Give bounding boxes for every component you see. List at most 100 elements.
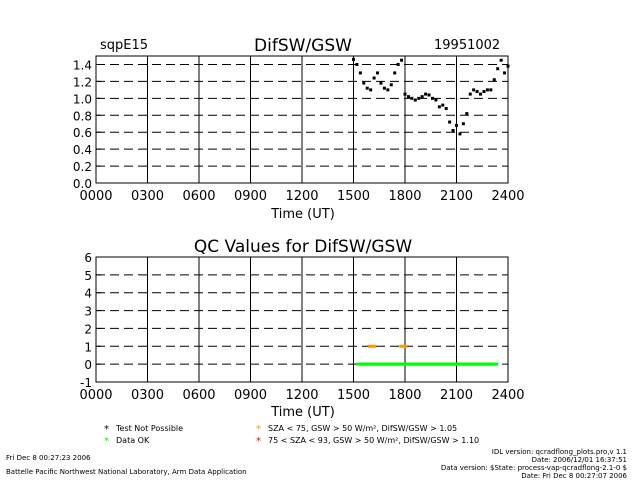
top-point (434, 98, 438, 102)
top-x-tick-label: 1800 (388, 189, 421, 204)
top-point (382, 86, 386, 90)
top-point (386, 88, 390, 92)
qc-x-tick-label: 0000 (79, 388, 112, 403)
top-point (448, 120, 452, 124)
qc-y-tick-label: 1 (84, 340, 92, 354)
legend-marker-sza-93: * (256, 436, 261, 447)
legend-marker-data-ok: * (104, 436, 109, 447)
top-point (424, 92, 428, 96)
qc-x-tick-label: 2100 (440, 388, 473, 403)
qc-x-axis-label: Time (UT) (270, 405, 335, 420)
top-y-tick-label: 0.6 (73, 126, 92, 140)
qc-point (399, 344, 408, 348)
top-point (400, 58, 404, 62)
top-y-tick-label: 0.8 (73, 109, 92, 123)
qc-x-tick-label: 0600 (182, 388, 215, 403)
top-point (458, 132, 462, 136)
top-point (420, 95, 424, 99)
top-point (352, 57, 355, 61)
qc-x-tick-label: 1500 (337, 388, 370, 403)
data-date: Date: Fri Dec 8 00:27:07 2006 (521, 472, 627, 480)
top-point (489, 88, 493, 92)
legend: * Test Not Possible * Data OK * SZA < 75… (104, 424, 479, 447)
top-x-tick-label: 2400 (491, 189, 524, 204)
top-x-tick-label: 0900 (234, 189, 267, 204)
top-point (482, 90, 486, 94)
top-point (372, 76, 376, 80)
top-y-tick-label: 0.4 (73, 143, 92, 157)
qc-x-tick-label: 2400 (491, 388, 524, 403)
top-point (475, 90, 479, 94)
top-plot-frame (95, 55, 509, 184)
top-point (444, 106, 448, 110)
run-date: Fri Dec 8 00:27:23 2006 (6, 454, 91, 462)
top-y-tick-label: 1.4 (73, 58, 92, 72)
top-point (506, 64, 510, 68)
top-point (465, 112, 469, 116)
top-point (496, 67, 500, 71)
qc-y-tick-label: -1 (80, 376, 92, 390)
top-point (413, 98, 417, 102)
lab-credit: Battelle Pacific Northwest National Labo… (6, 468, 247, 476)
legend-label-data-ok: Data OK (116, 436, 150, 445)
top-x-tick-label: 0300 (131, 189, 164, 204)
top-point (441, 103, 445, 107)
legend-label-test-not-possible: Test Not Possible (115, 424, 183, 433)
idl-version: IDL version: qcradflong_plots.pro,v 1.1 (492, 448, 627, 456)
qc-chart-title: QC Values for DifSW/GSW (194, 237, 412, 257)
top-point (437, 105, 441, 109)
top-point (369, 88, 373, 92)
top-x-tick-label: 0600 (182, 189, 215, 204)
top-point (468, 92, 472, 96)
legend-label-sza-75: SZA < 75, GSW > 50 W/m², DifSW/GSW > 1.0… (268, 424, 457, 433)
top-x-tick-label: 0000 (79, 189, 112, 204)
top-point (376, 71, 380, 75)
legend-marker-sza-75: * (256, 424, 261, 435)
top-point (362, 81, 366, 85)
top-point (396, 62, 400, 66)
top-y-tick-label: 1.2 (73, 75, 92, 89)
top-y-tick-label: 0.2 (73, 160, 92, 174)
top-point (427, 93, 431, 97)
top-y-tick-label: 1.0 (73, 92, 92, 106)
qc-chart: -1 0 1 2 3 4 5 6 0000 0300 0600 0900 1200 1500 1800 210… (79, 251, 524, 403)
data-version: Data version: $State: process-vap-qcradf… (441, 464, 627, 472)
top-point (461, 122, 465, 126)
top-x-axis-label: Time (UT) (270, 207, 335, 222)
top-point (499, 58, 503, 62)
legend-label-sza-93: 75 < SZA < 93, GSW > 50 W/m², DifSW/GSW … (268, 436, 479, 445)
top-point (485, 88, 489, 92)
qc-x-tick-label: 1800 (388, 388, 421, 403)
qc-y-tick-label: 6 (84, 251, 92, 265)
top-point (403, 92, 407, 96)
top-x-tick-label: 2100 (440, 189, 473, 204)
top-point (410, 96, 414, 100)
top-point (492, 78, 496, 82)
top-point (365, 86, 369, 90)
top-point (393, 71, 397, 75)
top-point (472, 88, 476, 92)
top-y-tick-label: 0.0 (73, 177, 92, 191)
qc-x-tick-label: 0900 (234, 388, 267, 403)
top-point (406, 95, 410, 99)
top-point (358, 71, 362, 75)
qc-y-tick-label: 0 (84, 358, 92, 372)
top-x-tick-label: 1500 (337, 189, 370, 204)
top-x-tick-label: 1200 (285, 189, 318, 204)
top-point (389, 83, 393, 87)
legend-marker-test-not-possible: * (104, 424, 109, 435)
qc-y-tick-label: 2 (84, 322, 92, 336)
top-point (430, 96, 434, 100)
qc-x-tick-label: 0300 (131, 388, 164, 403)
qc-point (490, 362, 499, 366)
top-point (455, 123, 458, 127)
difsw-chart: 0.0 0.2 0.4 0.6 0.8 1.0 1.2 1.4 0000 0300 0600 0900… (73, 55, 525, 204)
qc-y-tick-label: 4 (84, 287, 92, 301)
version-date: Date: 2006/12/01 16:37:51 (532, 456, 627, 464)
site-label: sqpE15 (100, 38, 148, 53)
top-point (355, 62, 359, 66)
qc-y-tick-label: 3 (84, 305, 92, 319)
top-point (417, 96, 421, 100)
qc-point (368, 344, 377, 348)
